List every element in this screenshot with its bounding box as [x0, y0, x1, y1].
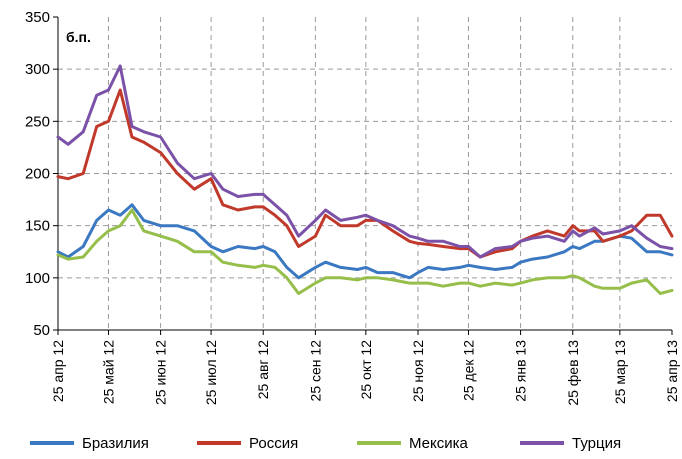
legend-label: Турция [572, 435, 621, 452]
x-tick-label: 25 июл 12 [203, 340, 219, 405]
x-axis: 25 апр 12 25 май 12 25 июн 12 25 июл 12 25 а… [50, 329, 680, 406]
series-line [56, 203, 674, 280]
y-tick-label: 200 [25, 166, 50, 183]
legend: Бразилия Россия Мексика Турция [30, 435, 621, 452]
y-tick-label: 50 [33, 322, 50, 339]
x-tick-label: 25 авг 12 [255, 340, 271, 399]
plot-lines [56, 64, 674, 295]
x-tick-label: 25 сен 12 [307, 340, 323, 402]
series-line [56, 208, 674, 295]
series-line [56, 88, 674, 259]
x-tick-label: 25 мар 13 [612, 340, 628, 404]
legend-label: Мексика [409, 435, 469, 452]
x-tick-label: 25 май 12 [100, 340, 116, 404]
x-tick-label: 25 ноя 12 [410, 340, 426, 402]
unit-label: б.п. [66, 29, 91, 45]
x-tick-label: 25 июн 12 [153, 340, 169, 405]
y-tick-label: 350 [25, 9, 50, 26]
x-tick-label: 25 дек 12 [460, 340, 476, 401]
y-tick-label: 300 [25, 61, 50, 78]
x-tick-label: 25 янв 13 [513, 340, 529, 402]
x-tick-label: 25 апр 12 [50, 340, 66, 402]
y-tick-label: 150 [25, 218, 50, 235]
legend-label: Бразилия [82, 435, 149, 452]
y-tick-label: 100 [25, 270, 50, 287]
x-tick-label: 25 апр 13 [664, 340, 680, 402]
x-tick-label: 25 окт 12 [358, 340, 374, 400]
legend-label: Россия [249, 435, 298, 452]
y-tick-label: 250 [25, 113, 50, 130]
x-tick-label: 25 фев 13 [565, 340, 581, 406]
y-axis: 50 100 150 200 250 300 350 [25, 9, 59, 339]
gridlines [58, 17, 672, 330]
series-line [56, 64, 674, 259]
